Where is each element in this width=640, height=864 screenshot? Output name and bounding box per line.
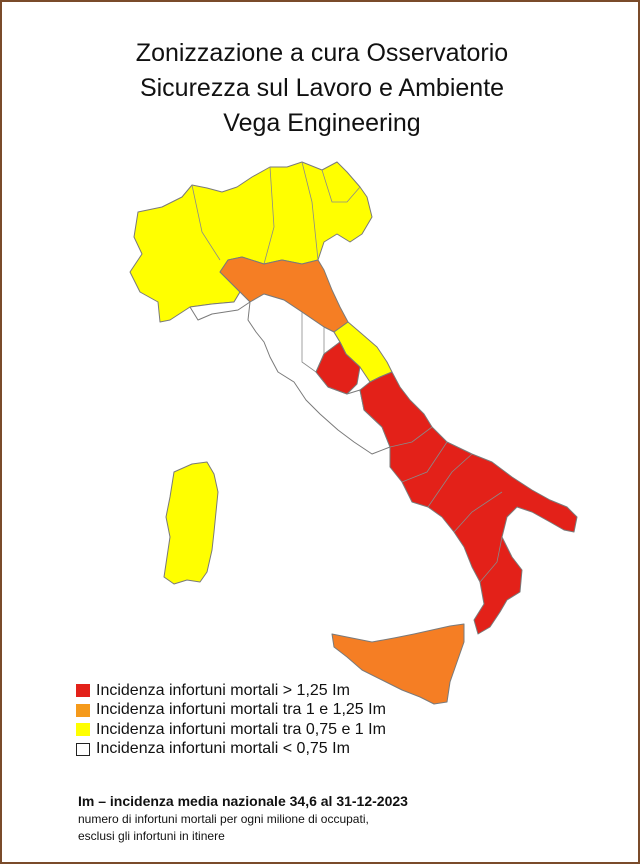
title-line-2: Sicurezza sul Lavoro e Ambiente: [139, 74, 505, 102]
legend-label-mid-high: Incidenza infortuni mortali tra 1 e 1,25…: [96, 701, 386, 719]
legend-item-low: Incidenza infortuni mortali < 0,75 Im: [76, 740, 386, 760]
legend-label-high: Incidenza infortuni mortali > 1,25 Im: [96, 681, 350, 699]
region-umbria: [315, 341, 361, 395]
legend: Incidenza infortuni mortali > 1,25 Im In…: [76, 681, 386, 759]
legend-item-mid-low: Incidenza infortuni mortali tra 0,75 e 1…: [76, 720, 386, 740]
region-north: [129, 161, 373, 323]
footnote-headline: Im – incidenza media nazionale 34,6 al 3…: [78, 793, 408, 809]
title-line-1: Zonizzazione a cura Osservatorio: [135, 39, 509, 67]
region-borders-south: [389, 426, 503, 583]
legend-swatch-red: [76, 684, 90, 698]
footnote: Im – incidenza media nazionale 34,6 al 3…: [78, 792, 578, 845]
legend-item-high: Incidenza infortuni mortali > 1,25 Im: [76, 681, 386, 701]
legend-label-low: Incidenza infortuni mortali < 0,75 Im: [96, 740, 350, 758]
region-borders-north: [191, 161, 361, 265]
legend-swatch-yellow: [76, 723, 90, 737]
legend-item-mid-high: Incidenza infortuni mortali tra 1 e 1,25…: [76, 701, 386, 721]
region-south: [359, 371, 578, 635]
legend-label-mid-low: Incidenza infortuni mortali tra 0,75 e 1…: [96, 720, 386, 738]
legend-swatch-orange: [76, 703, 90, 717]
footnote-line-1: numero di infortuni mortali per ogni mil…: [78, 812, 369, 826]
legend-swatch-white: [76, 742, 90, 756]
region-borders-center: [301, 312, 325, 373]
title-line-3: Vega Engineering: [223, 109, 421, 137]
map-title: Zonizzazione a cura Osservatorio Sicurez…: [62, 36, 582, 141]
footnote-line-2: esclusi gli infortuni in itinere: [78, 829, 225, 843]
region-sicilia: [331, 623, 465, 705]
region-sardegna: [163, 461, 219, 585]
